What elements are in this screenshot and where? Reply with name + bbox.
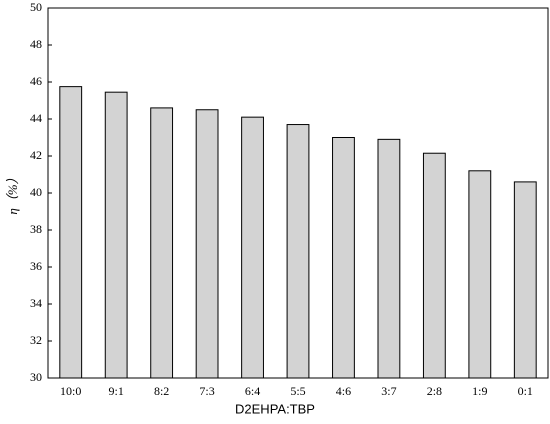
bar bbox=[422, 152, 446, 379]
bar bbox=[59, 86, 83, 379]
x-axis-label: D2EHPA:TBP bbox=[235, 401, 315, 416]
x-tick-label: 1:9 bbox=[472, 384, 487, 398]
y-tick-label: 42 bbox=[30, 148, 42, 162]
bar bbox=[104, 91, 128, 379]
bar bbox=[241, 116, 264, 379]
y-tick-label: 46 bbox=[30, 74, 42, 88]
bar bbox=[195, 109, 219, 379]
x-tick-label: 8:2 bbox=[154, 384, 169, 398]
bar bbox=[150, 107, 174, 379]
bar bbox=[468, 170, 492, 379]
x-tick-label: 10:0 bbox=[60, 384, 81, 398]
bar bbox=[332, 137, 355, 379]
y-tick-label: 44 bbox=[30, 111, 42, 125]
bar bbox=[377, 138, 401, 379]
y-tick-label: 48 bbox=[30, 37, 42, 51]
x-tick-label: 6:4 bbox=[245, 384, 260, 398]
y-tick-label: 38 bbox=[30, 222, 42, 236]
x-tick-label: 9:1 bbox=[109, 384, 124, 398]
y-tick-label: 30 bbox=[30, 370, 42, 384]
y-tick-label: 36 bbox=[30, 259, 42, 273]
y-tick-label: 34 bbox=[30, 296, 42, 310]
y-tick-label: 32 bbox=[30, 333, 42, 347]
x-tick-label: 2:8 bbox=[427, 384, 442, 398]
bar bbox=[286, 124, 310, 379]
y-axis-label: η（%） bbox=[5, 171, 20, 214]
x-tick-label: 0:1 bbox=[518, 384, 533, 398]
x-tick-label: 4:6 bbox=[336, 384, 351, 398]
y-tick-label: 40 bbox=[30, 185, 42, 199]
bar bbox=[513, 181, 537, 379]
x-tick-label: 5:5 bbox=[290, 384, 305, 398]
x-tick-label: 7:3 bbox=[199, 384, 214, 398]
x-tick-label: 3:7 bbox=[381, 384, 396, 398]
y-tick-label: 50 bbox=[30, 0, 42, 14]
